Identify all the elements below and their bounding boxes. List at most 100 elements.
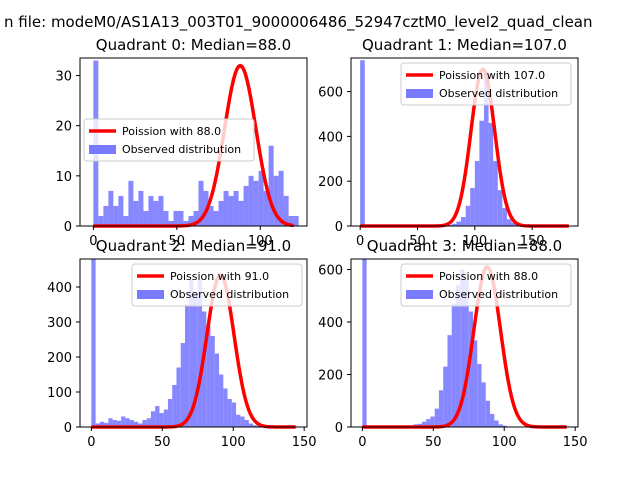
histogram-bar — [202, 311, 207, 427]
histogram-bar — [258, 170, 264, 226]
histogram-bar — [502, 425, 508, 427]
histogram-bar — [470, 187, 475, 226]
histogram-bar — [477, 364, 482, 427]
histogram-bar — [208, 205, 214, 226]
histogram-bar — [218, 200, 224, 226]
histogram-bar — [193, 294, 198, 427]
histogram-bar — [502, 208, 507, 226]
histogram-bar — [116, 420, 122, 427]
histogram-bar — [360, 60, 365, 226]
histogram-bar — [455, 285, 461, 427]
x-tick-label: 150 — [292, 435, 317, 450]
legend: Poission with 107.0 Observed distribution — [400, 62, 572, 106]
histogram-bar — [183, 220, 189, 226]
y-tick-label: 20 — [55, 120, 72, 135]
histogram-bar — [498, 424, 503, 428]
legend-poisson-label: Poission with 91.0 — [170, 270, 269, 283]
histogram-bar — [197, 280, 203, 427]
histogram-bar — [248, 423, 254, 427]
histogram-bar — [193, 210, 199, 226]
panel-1: 0 50 100 150 0 200 400 600 Quadrant 1: Median=10… — [318, 36, 579, 249]
histogram-bar — [129, 420, 134, 427]
axes-frame — [79, 57, 308, 227]
x-tick-label: 50 — [169, 234, 186, 249]
histogram-bar — [362, 259, 367, 427]
histogram-bar — [268, 145, 274, 226]
histogram-bar — [133, 200, 139, 226]
x-tick-label: 0 — [356, 234, 364, 249]
histogram-bar — [434, 408, 439, 428]
histogram-bar — [238, 200, 244, 226]
histogram-bar — [447, 224, 452, 226]
histogram-bar — [481, 382, 486, 428]
histogram-bar — [143, 210, 149, 226]
y-tick-label: 200 — [318, 175, 343, 190]
histogram-bars — [362, 259, 516, 428]
histogram-bar — [128, 180, 134, 226]
legend: Poission with 88.0 Observed distribution — [400, 263, 572, 307]
histogram-bar — [248, 175, 254, 226]
legend-bar-swatch — [406, 290, 433, 299]
x-tick-label: 0 — [87, 435, 95, 450]
x-tick-label: 0 — [358, 435, 366, 450]
histogram-bar — [493, 161, 498, 226]
histogram-bar — [123, 215, 129, 226]
histogram-bar — [426, 419, 431, 428]
panel-2: 0 50 100 150 0 100 200 300 400 Quadrant 2: Median… — [47, 237, 316, 450]
histogram-bar — [173, 210, 179, 226]
y-tick-label: 0 — [335, 220, 343, 235]
histogram-bar — [219, 374, 224, 427]
histogram-bar — [474, 161, 480, 226]
histogram-bar — [430, 416, 435, 427]
panel-0: 0 50 100 0 10 20 30 Quadrant 0: Median=88.0 Pois… — [55, 36, 308, 249]
histogram-bar — [488, 122, 494, 226]
x-tick-label: 150 — [520, 234, 545, 249]
histogram-bar — [98, 215, 104, 226]
histogram-bar — [133, 421, 139, 427]
histogram-bar — [163, 210, 169, 226]
legend: Poission with 91.0 Observed distribution — [131, 263, 303, 307]
histogram-bar — [483, 71, 489, 226]
x-tick-label: 50 — [154, 435, 171, 450]
histogram-bar — [473, 340, 478, 428]
y-tick-label: 200 — [318, 369, 343, 384]
panel-title: Quadrant 0: Median=88.0 — [96, 36, 291, 54]
histogram-bar — [263, 190, 269, 226]
histogram-bar — [184, 304, 190, 427]
histogram-bar — [167, 399, 173, 427]
histogram-bar — [278, 170, 284, 226]
legend-bar-swatch — [406, 89, 433, 98]
y-tick-label: 400 — [318, 130, 343, 145]
histogram-bar — [146, 418, 151, 427]
histogram-bar — [236, 414, 241, 427]
histogram-bar — [214, 353, 220, 427]
legend-observed-label: Observed distribution — [439, 288, 558, 301]
histogram-bar — [451, 223, 457, 226]
y-tick-label: 600 — [318, 264, 343, 279]
histogram-bar — [223, 388, 228, 427]
panel-3: 0 50 100 150 0 200 400 600 Quadrant 3: Median=88… — [318, 237, 587, 450]
histogram-bar — [443, 366, 448, 428]
axes-frame — [350, 258, 579, 428]
histogram-bar — [494, 420, 499, 427]
y-tick-label: 100 — [47, 386, 72, 401]
histogram-bar — [103, 205, 109, 226]
axes-frame — [350, 57, 579, 227]
y-tick-label: 30 — [55, 70, 72, 85]
histogram-bar — [490, 413, 495, 428]
y-tick-label: 400 — [47, 281, 72, 296]
histogram-bar — [288, 215, 294, 226]
histogram-bar — [293, 215, 299, 226]
legend-observed-label: Observed distribution — [170, 288, 289, 301]
histogram-bar — [460, 269, 465, 427]
legend-poisson-label: Poission with 107.0 — [439, 69, 545, 82]
y-tick-label: 400 — [318, 316, 343, 331]
histogram-bar — [465, 205, 471, 226]
histogram-bar — [421, 421, 427, 427]
histogram-bar — [155, 406, 160, 427]
histogram-bar — [438, 390, 444, 427]
histogram-bar — [163, 409, 168, 427]
x-tick-label: 100 — [221, 435, 246, 450]
x-tick-label: 100 — [462, 234, 487, 249]
legend-box — [400, 263, 572, 307]
